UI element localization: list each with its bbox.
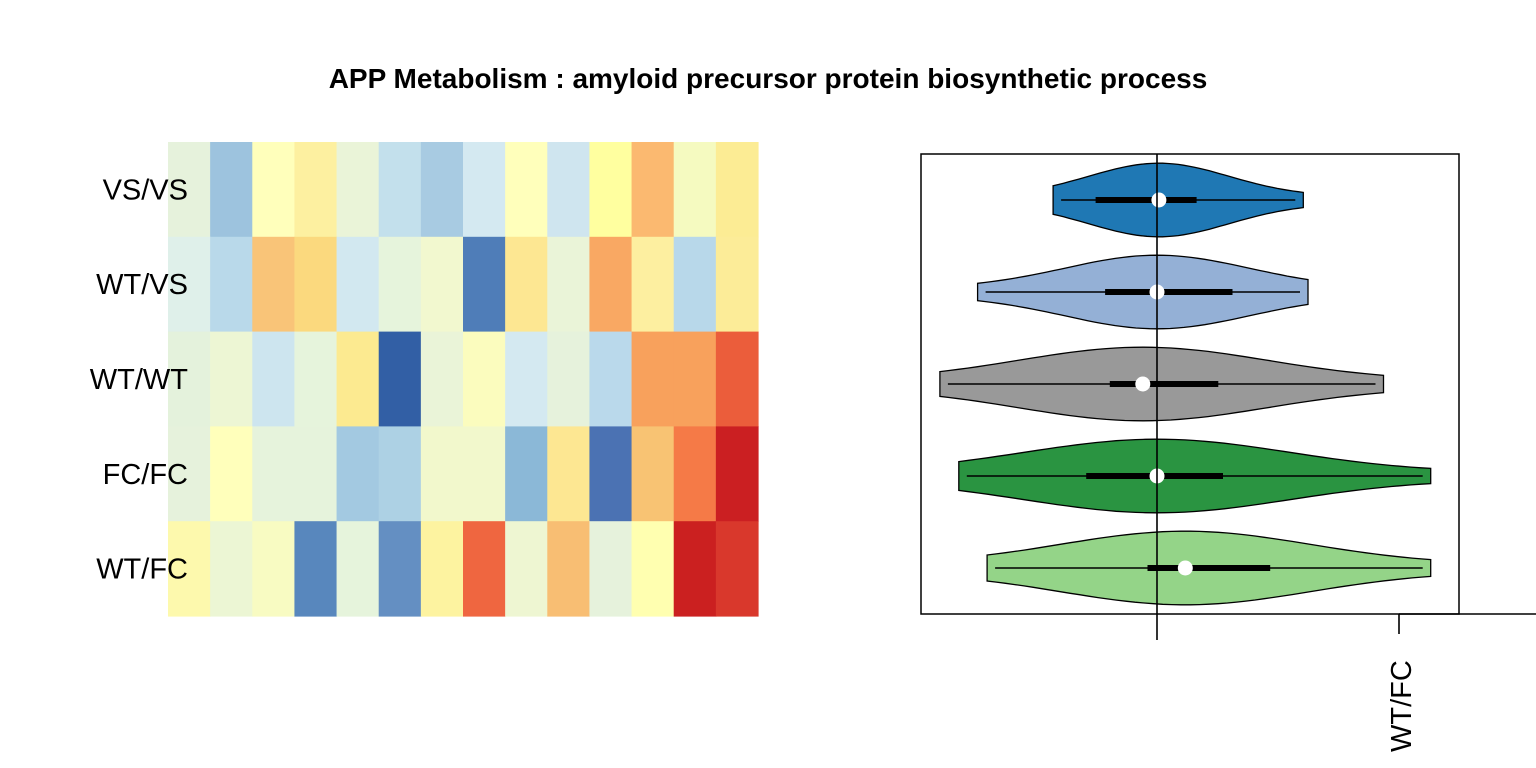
violin-median-point <box>1177 560 1193 576</box>
heatmap-cell <box>715 521 759 617</box>
heatmap-cell <box>378 236 422 333</box>
heatmap-cell <box>631 142 675 238</box>
heatmap-cell <box>673 142 717 238</box>
chart-title: APP Metabolism : amyloid precursor prote… <box>329 63 1208 94</box>
heatmap-row-label: WT/VS <box>96 269 188 301</box>
heatmap-cell <box>252 426 296 522</box>
heatmap-cell <box>715 236 759 333</box>
heatmap-cell <box>420 426 464 522</box>
heatmap-cell <box>210 521 253 617</box>
violin-median-point <box>1135 376 1151 392</box>
heatmap-cell <box>210 331 253 427</box>
heatmap-cell <box>420 236 464 333</box>
axis-tick-label: WT/FC <box>1386 660 1418 752</box>
heatmap-cell <box>420 142 464 238</box>
heatmap-cell <box>589 142 633 238</box>
heatmap-row-label: WT/WT <box>90 364 189 396</box>
violin-plot: WT/FC <box>920 153 1536 752</box>
heatmap-cell <box>463 331 506 427</box>
heatmap-cell <box>589 521 633 617</box>
heatmap-cell <box>673 426 717 522</box>
heatmap-cell <box>252 142 296 238</box>
heatmap-cell <box>168 521 211 617</box>
heatmap-cell <box>463 236 506 333</box>
heatmap-cell <box>252 331 296 427</box>
heatmap-cell <box>336 426 380 522</box>
heatmap-cell <box>294 426 338 522</box>
heatmap-cell <box>463 426 506 522</box>
heatmap-cell <box>631 331 675 427</box>
heatmap-cell <box>294 521 338 617</box>
heatmap-cell <box>336 521 380 617</box>
heatmap-cell <box>505 521 548 617</box>
heatmap-cell <box>547 142 591 238</box>
heatmap-cell <box>715 331 759 427</box>
heatmap-cell <box>210 426 253 522</box>
heatmap-cell <box>210 236 253 333</box>
heatmap-cell <box>463 142 506 238</box>
heatmap-cell <box>420 521 464 617</box>
heatmap-cell <box>463 521 506 617</box>
heatmap-cell <box>715 426 759 522</box>
heatmap-cell <box>168 331 211 427</box>
heatmap: VS/VS WT/VS WT/WT FC/FC WT/FC <box>90 142 759 617</box>
heatmap-cell <box>168 142 211 238</box>
heatmap-cell <box>505 236 548 333</box>
heatmap-cell <box>378 331 422 427</box>
heatmap-cell <box>252 236 296 333</box>
heatmap-cell <box>631 236 675 333</box>
heatmap-cell <box>210 142 253 238</box>
heatmap-cell <box>378 142 422 238</box>
heatmap-row-label: WT/FC <box>96 554 188 586</box>
heatmap-cell <box>589 331 633 427</box>
heatmap-cell <box>547 521 591 617</box>
violin-median-point <box>1151 192 1167 208</box>
heatmap-cell <box>715 142 759 238</box>
heatmap-cell <box>168 426 211 522</box>
heatmap-cell <box>505 142 548 238</box>
heatmap-cell <box>378 521 422 617</box>
heatmap-cell <box>294 331 338 427</box>
heatmap-cell <box>673 236 717 333</box>
heatmap-cell <box>336 236 380 333</box>
heatmap-cell <box>505 426 548 522</box>
heatmap-cell <box>336 331 380 427</box>
heatmap-cell <box>420 331 464 427</box>
heatmap-cell <box>673 331 717 427</box>
heatmap-cell <box>631 426 675 522</box>
heatmap-cell <box>252 521 296 617</box>
heatmap-cell <box>294 142 338 238</box>
heatmap-cell <box>673 521 717 617</box>
heatmap-cell <box>547 426 591 522</box>
heatmap-cell <box>547 331 591 427</box>
heatmap-cell <box>378 426 422 522</box>
heatmap-cell <box>505 331 548 427</box>
plot-frame <box>920 153 1460 615</box>
heatmap-cell <box>168 236 211 333</box>
heatmap-row-label: VS/VS <box>103 174 188 206</box>
heatmap-cell <box>631 521 675 617</box>
heatmap-cell <box>589 236 633 333</box>
heatmap-row-label: FC/FC <box>103 459 188 491</box>
heatmap-cell <box>336 142 380 238</box>
heatmap-cell <box>589 426 633 522</box>
heatmap-cell <box>547 236 591 333</box>
heatmap-cell <box>294 236 338 333</box>
